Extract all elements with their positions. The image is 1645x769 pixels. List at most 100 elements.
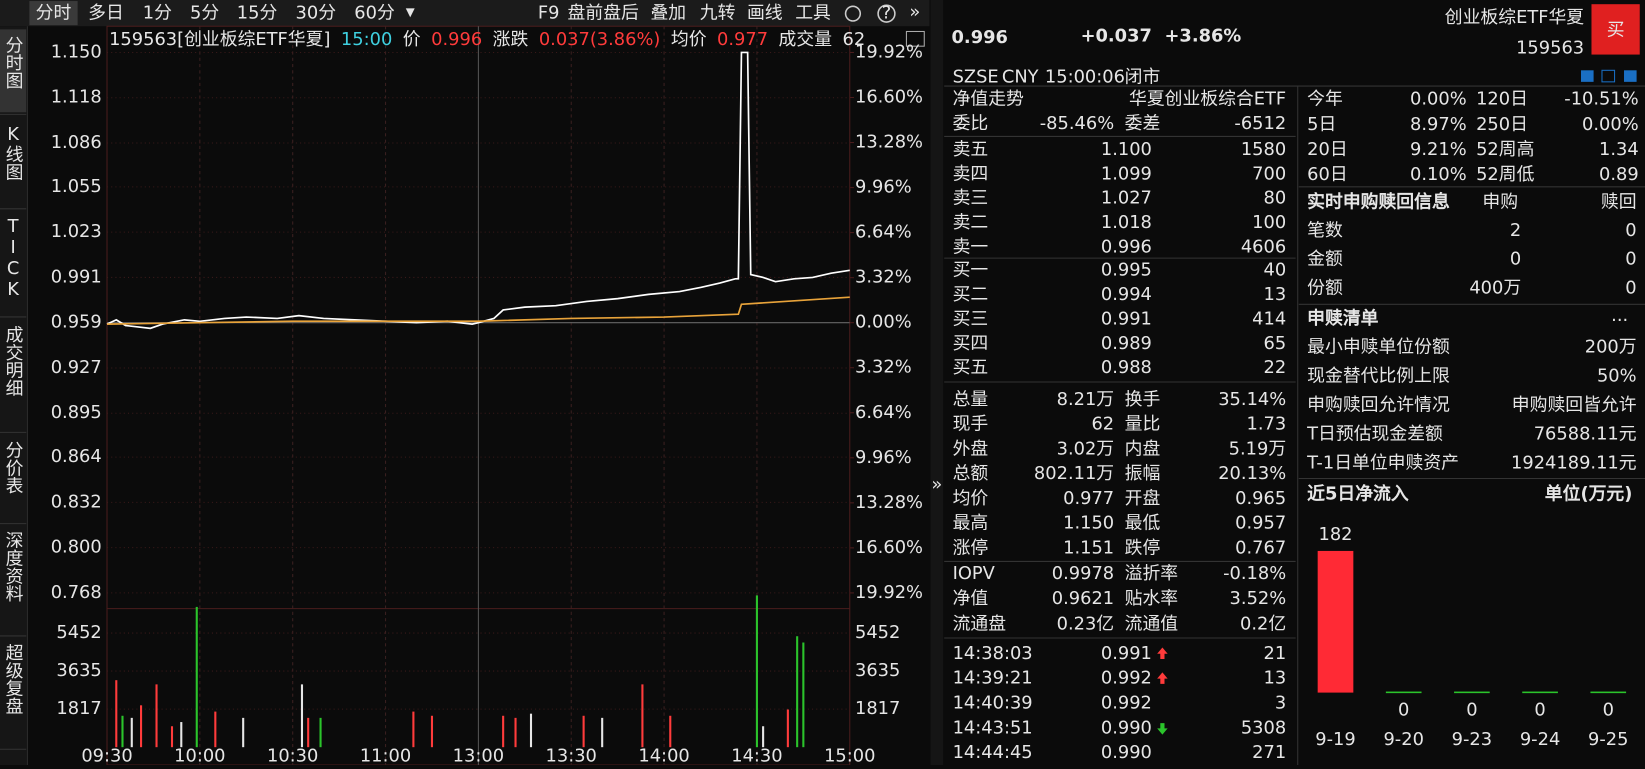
tab[interactable]: 15分	[237, 3, 278, 24]
section-title: 实时申购赎回信息	[1307, 191, 1450, 213]
quote-status: 闭市	[1125, 67, 1161, 88]
inflow-value-label: 0	[1466, 699, 1477, 720]
nav-name: 华夏创业板综合ETF	[1129, 89, 1286, 110]
trade-price: 0.990	[1101, 717, 1152, 738]
icon-edit[interactable]	[1580, 70, 1594, 82]
volume-tick-label: 1817	[855, 698, 900, 719]
sidebar	[0, 26, 27, 766]
period-value: 0.00%	[1582, 114, 1639, 135]
tab[interactable]: 30分	[296, 3, 337, 24]
inflow-bar	[1385, 691, 1422, 694]
trade-price: 0.992	[1101, 668, 1152, 689]
trade-time: 14:44:45	[953, 742, 1033, 763]
icon-add[interactable]	[1624, 70, 1637, 82]
y-tick-label: 1.150	[51, 41, 102, 62]
trade-arrow-up	[1157, 672, 1168, 684]
help-glyph: ?	[882, 3, 891, 24]
more-button[interactable]: ...	[1611, 305, 1628, 326]
trade-price: 0.992	[1101, 693, 1152, 714]
sub-value: 0	[1625, 278, 1636, 299]
list-label: 现金替代比例上限	[1307, 365, 1450, 386]
tab[interactable]: 1分	[143, 3, 172, 24]
sidebar-item[interactable]: 超级复盘	[3, 643, 24, 715]
icon-alert[interactable]	[1601, 69, 1616, 83]
sidebar-item[interactable]: 分时图	[3, 35, 24, 89]
info-avg: 0.977	[717, 29, 768, 50]
settings-icon[interactable]	[844, 5, 862, 22]
tool-button[interactable]: 工具	[795, 3, 831, 24]
tab[interactable]: 分时	[36, 3, 72, 24]
volume-bar	[155, 684, 158, 748]
tab[interactable]: 60分	[354, 3, 395, 24]
book-volume: 22	[1264, 357, 1287, 378]
help-icon[interactable]	[877, 4, 896, 23]
volume-bar	[170, 726, 174, 748]
y2-tick-label: 6.64%	[855, 402, 912, 423]
dropdown-icon[interactable]: ▾	[406, 2, 415, 23]
book-volume: 13	[1264, 284, 1287, 305]
last-price: 0.996	[952, 27, 1008, 48]
book-price: 0.989	[1101, 333, 1152, 354]
volume-bar	[755, 595, 758, 748]
book-price: 1.018	[1101, 212, 1152, 233]
book-price: 1.100	[1101, 139, 1152, 160]
tool-button[interactable]: 九转	[700, 3, 736, 24]
inflow-value-label: 0	[1398, 699, 1409, 720]
fund-stat-value: 0.2亿	[1240, 613, 1286, 634]
book-price: 0.988	[1101, 357, 1152, 378]
book-level: 卖二	[953, 212, 989, 233]
inflow-bar	[1522, 691, 1558, 694]
splitter	[930, 0, 944, 766]
book-price: 0.991	[1101, 308, 1152, 329]
stat-value: 1.150	[1063, 513, 1114, 534]
y-tick-label: 1.055	[51, 176, 102, 197]
buy-button-bg[interactable]	[1591, 4, 1640, 55]
volume-bar	[300, 684, 304, 748]
fund-stat-label: 净值	[953, 588, 989, 609]
x-tick-label: 14:00	[638, 746, 689, 765]
book-price: 0.996	[1101, 236, 1152, 257]
ratio-value: -6512	[1234, 113, 1286, 134]
inflow-bar	[1317, 550, 1354, 693]
y-tick-label: 0.832	[51, 491, 102, 512]
stat-value: 35.14%	[1218, 389, 1286, 410]
sidebar-item[interactable]: 成交明细	[3, 325, 24, 397]
tool-button[interactable]: 叠加	[650, 3, 686, 24]
sidebar-item[interactable]: K线图	[3, 124, 24, 181]
buy-button[interactable]: 买	[1607, 19, 1625, 40]
y-tick-label: 1.023	[51, 221, 102, 242]
tool-button[interactable]: 画线	[747, 3, 783, 24]
y-tick-label: 0.895	[51, 402, 102, 423]
stat-value: 1.73	[1246, 414, 1286, 435]
list-value: 1924189.11元	[1511, 453, 1637, 474]
trade-time: 14:39:21	[953, 668, 1033, 689]
stat-label: 涨停	[953, 537, 989, 558]
inflow-category: 9-25	[1588, 729, 1628, 750]
period-value: -10.51%	[1564, 89, 1638, 110]
book-volume: 700	[1252, 163, 1286, 184]
stat-label: 换手	[1125, 389, 1161, 410]
tab[interactable]: 5分	[190, 3, 219, 24]
volume-bar	[430, 715, 434, 748]
volume-bar	[130, 717, 133, 748]
stat-label: 最低	[1125, 513, 1161, 534]
stat-value: 802.11万	[1034, 463, 1114, 484]
chart-icon[interactable]	[905, 30, 925, 47]
tab[interactable]: 多日	[88, 3, 124, 24]
y-tick-label: 0.768	[51, 582, 102, 603]
period-label: 250日	[1476, 114, 1528, 135]
y2-tick-label: 3.32%	[855, 267, 912, 288]
sidebar-item[interactable]: 深度资料	[3, 531, 24, 603]
section-title: 申赎清单	[1307, 307, 1378, 329]
trade-arrow-up	[1157, 647, 1168, 660]
more-icon[interactable]: »	[909, 2, 920, 23]
sidebar-item[interactable]: 分价表	[3, 440, 24, 494]
stat-value: 1.151	[1063, 537, 1114, 558]
tool-button[interactable]: 盘前盘后	[568, 3, 639, 24]
stat-value: 0.767	[1235, 537, 1286, 558]
expand-icon[interactable]: »	[931, 474, 942, 495]
y2-tick-label: 6.64%	[855, 222, 912, 243]
tool-button[interactable]: F9	[538, 3, 560, 24]
sidebar-item[interactable]: TICK	[3, 216, 24, 300]
